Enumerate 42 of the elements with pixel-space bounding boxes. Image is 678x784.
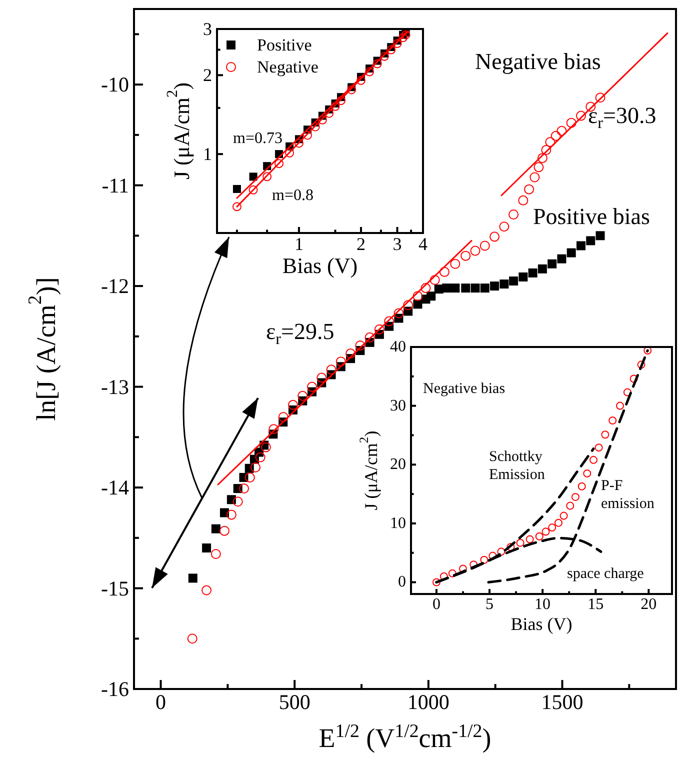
x-tick-label: 10 [534, 596, 551, 614]
annotation: space charge [567, 566, 644, 582]
x-tick-label: 1000 [407, 690, 450, 714]
y-tick-label: 2 [203, 65, 212, 86]
x-tick-label: 5 [486, 596, 494, 614]
y-tick-label: 3 [203, 19, 212, 39]
x-tick-label: 15 [588, 596, 604, 614]
legend-label: Negative [257, 58, 318, 76]
annotation: m=0.73 [233, 130, 282, 146]
y-tick-label: 1 [203, 144, 212, 164]
annotation: Positive bias [533, 204, 650, 228]
y-tick-label: -11 [102, 173, 129, 198]
x-tick-label: 4 [418, 234, 428, 254]
x-tick-label: 0 [432, 596, 440, 614]
annotation: Negative bias [423, 381, 506, 397]
y-tick-label: 30 [390, 397, 406, 414]
y-tick-label: -14 [101, 476, 130, 500]
x-tick-label: 20 [640, 596, 657, 614]
x-tick-label: 0 [156, 690, 166, 714]
x-tick-label: 2 [356, 234, 366, 254]
annotation: m=0.8 [272, 186, 314, 204]
legend-label: Positive [257, 36, 312, 54]
y-tick-label: -13 [101, 374, 129, 399]
annotation: ε$_{r}$=30.3 [588, 102, 656, 132]
x-axis-title: Bias (V) [510, 614, 572, 634]
y-tick-label: 20 [390, 456, 406, 474]
y-tick-label: 10 [390, 514, 406, 532]
annotation: Negative bias [475, 48, 601, 74]
annotation: Schottky Emission [489, 449, 546, 483]
x-tick-label: 500 [278, 690, 310, 714]
x-axis-title: E$^{1/2}$ (V$^{1/2}$cm$^{-1/2}$) [318, 720, 492, 753]
y-tick-label: 0 [398, 574, 406, 591]
y-tick-label: 40 [390, 338, 406, 356]
x-tick-label: 1 [294, 234, 304, 254]
y-tick-label: -12 [101, 274, 129, 298]
x-tick-label: 1500 [541, 690, 584, 714]
y-tick-label: -15 [101, 576, 129, 600]
annotation: ε$_{r}$=29.5 [266, 318, 334, 348]
y-tick-label: -10 [101, 72, 129, 97]
annotation: P-F emission [601, 478, 655, 512]
x-axis-title: Bias (V) [282, 253, 358, 278]
y-tick-label: -16 [101, 677, 129, 701]
